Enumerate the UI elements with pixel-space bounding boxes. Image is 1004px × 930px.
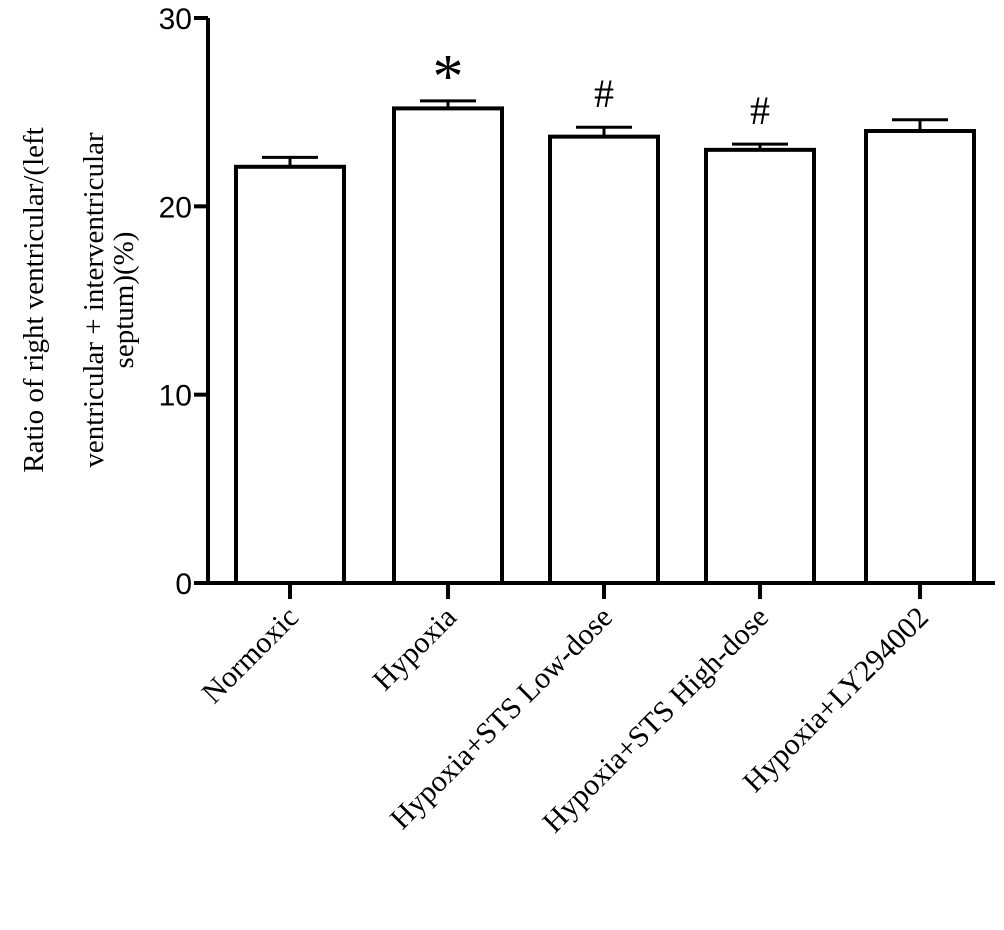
significance-marker: # [750,88,770,133]
bar [548,134,660,585]
significance-marker: # [594,71,614,116]
y-tick-label: 30 [159,3,192,36]
y-tick-label: 10 [159,380,192,413]
y-axis-title: Ratio of right ventricular/(left ventric… [18,127,140,472]
bar [704,147,816,585]
bars [234,99,976,586]
significance-marker: * [433,43,464,111]
y-axis-title-line-2: ventricular + interventricular [78,132,110,468]
y-axis-title-line-3: septum)(%) [108,232,140,369]
y-tick-label: 20 [159,191,192,224]
bar [864,129,976,585]
bar [392,106,504,586]
bar [234,164,346,586]
y-tick-label: 0 [175,568,192,601]
x-tick-label: Normoxic [196,601,305,710]
x-tick-label: Hypoxia [367,601,463,697]
y-axis-title-line-1: Ratio of right ventricular/(left [18,127,50,472]
